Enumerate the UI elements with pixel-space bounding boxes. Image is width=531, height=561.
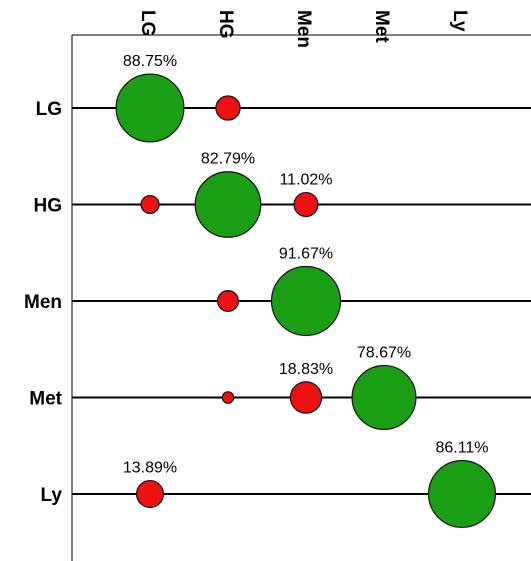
data-label-met-men: 18.83% [279,361,333,378]
data-label-hg-hg: 82.79% [201,151,255,168]
bubble-met-men [289,381,323,414]
bubble-met-met [351,364,417,431]
bubble-men-hg [217,290,239,312]
y-tick-label-met: Met [29,389,62,410]
x-tick-label-ly: Ly [449,10,470,32]
y-tick-label-men: Men [24,292,62,313]
bubble-lg-hg [215,95,241,121]
bubble-lg-lg [115,73,185,143]
x-tick-label-hg: HG [215,10,236,39]
bubble-ly-lg [135,479,165,509]
data-label-lg-lg: 88.75% [123,53,177,70]
y-tick-label-ly: Ly [41,485,63,506]
data-label-met-met: 78.67% [357,345,411,362]
data-label-men-men: 91.67% [279,246,333,263]
data-label-hg-men: 11.02% [279,172,332,189]
data-label-ly-ly: 86.11% [435,440,488,457]
y-tick-label-hg: HG [34,196,63,217]
x-tick-label-met: Met [371,10,392,43]
bubble-hg-hg [194,171,262,238]
bubble-men-men [270,265,342,337]
bubble-hg-lg [140,194,160,215]
data-label-ly-lg: 13.89% [123,460,177,477]
bubble-hg-men [293,191,319,218]
x-tick-label-lg: LG [137,10,158,36]
bubble-ly-ly [427,459,497,529]
bubble-met-hg [221,391,235,404]
y-tick-label-lg: LG [36,99,62,120]
x-tick-label-men: Men [293,10,314,48]
